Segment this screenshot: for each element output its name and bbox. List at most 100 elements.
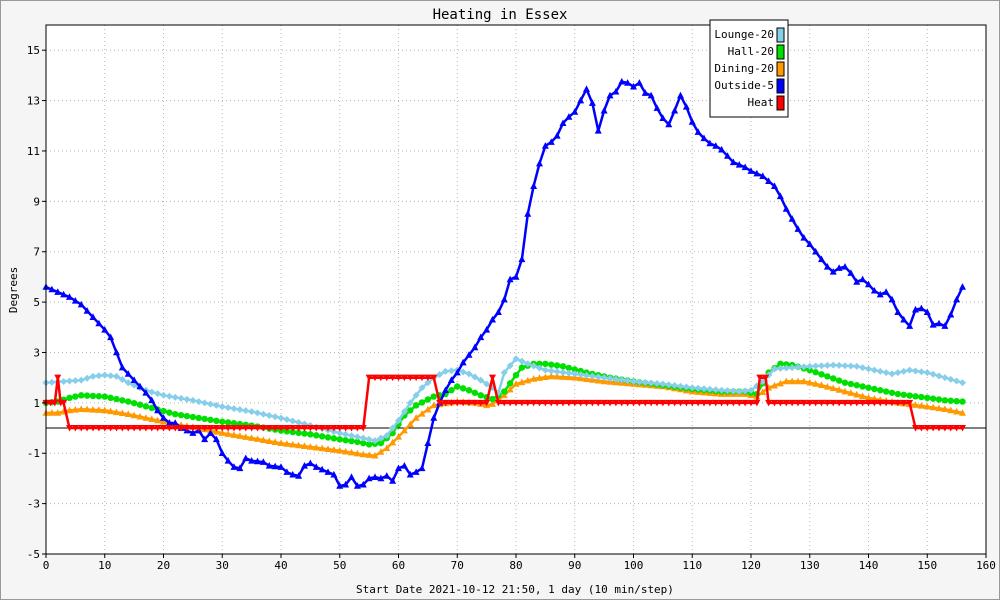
data-point [688,384,696,392]
data-point [312,425,320,432]
data-point [360,439,367,447]
data-point [865,394,872,401]
data-point [353,449,361,457]
data-point [894,390,902,398]
data-point [624,79,632,86]
data-point [906,392,913,399]
chart-title: Heating in Essex [433,7,568,23]
data-point [835,399,843,407]
data-point [506,399,514,407]
data-point [577,367,584,375]
data-point [189,413,197,421]
data-point [160,425,167,432]
data-point [424,396,432,403]
data-point [324,434,332,441]
data-point [177,411,185,419]
data-point [201,415,208,423]
data-point [230,420,238,427]
data-point [371,437,379,445]
data-point [330,446,338,453]
data-point [853,362,861,370]
data-point [853,390,861,398]
data-point [230,431,238,438]
data-point [359,425,367,432]
x-tick-label: 120 [741,559,761,572]
data-point [154,390,162,398]
data-point [882,369,890,377]
data-point [78,392,85,399]
data-point [759,172,767,179]
data-point [500,399,508,407]
data-point [823,263,831,270]
legend-swatch [776,78,785,94]
data-point [812,399,820,407]
legend-box [709,19,789,118]
data-point [706,385,714,393]
data-point [95,393,103,400]
data-point [118,376,126,384]
data-point [177,425,185,432]
data-point [389,477,397,484]
data-point [947,375,955,383]
data-point [847,269,855,276]
data-point [776,379,784,387]
data-point [359,434,367,442]
data-point [894,369,902,377]
data-point [565,373,573,381]
data-point [207,416,214,424]
data-point [518,255,526,263]
data-point [166,409,173,416]
data-point [142,403,150,410]
data-point [259,425,267,432]
x-tick-label: 130 [800,559,820,572]
data-point [606,399,614,407]
data-point [430,393,437,400]
data-point [935,372,943,380]
data-point [812,380,820,387]
data-point [477,392,484,399]
data-point [454,383,461,390]
data-point [254,457,261,465]
data-point [565,369,573,377]
data-point [400,426,408,434]
data-point [471,343,479,351]
data-point [107,394,114,402]
data-point [113,348,120,356]
data-point [929,395,937,402]
data-point [124,379,132,387]
data-point [230,425,238,432]
data-point [130,411,138,419]
data-point [448,387,455,394]
data-point [918,393,925,401]
data-point [348,432,355,440]
data-point [265,411,273,419]
data-point [765,399,773,407]
data-point [859,364,867,372]
data-point [853,399,861,407]
data-point [189,425,197,432]
data-point [953,295,961,303]
data-point [442,386,449,394]
data-point [835,361,843,369]
data-point [847,399,855,407]
data-point [829,399,837,407]
data-point [547,138,555,145]
data-point [348,448,355,456]
data-point [512,399,520,407]
data-point [89,425,97,432]
data-point [865,280,872,288]
data-point [941,322,949,329]
data-point [277,425,285,432]
data-point [559,119,567,127]
data-point [588,399,596,407]
data-point [306,459,314,467]
data-point [762,374,770,382]
data-point [882,288,890,295]
data-point [459,399,467,407]
data-point [818,362,825,370]
data-point [118,425,126,432]
data-point [794,225,802,232]
series-heat [42,374,966,432]
data-point [724,152,731,159]
data-point [95,425,103,432]
